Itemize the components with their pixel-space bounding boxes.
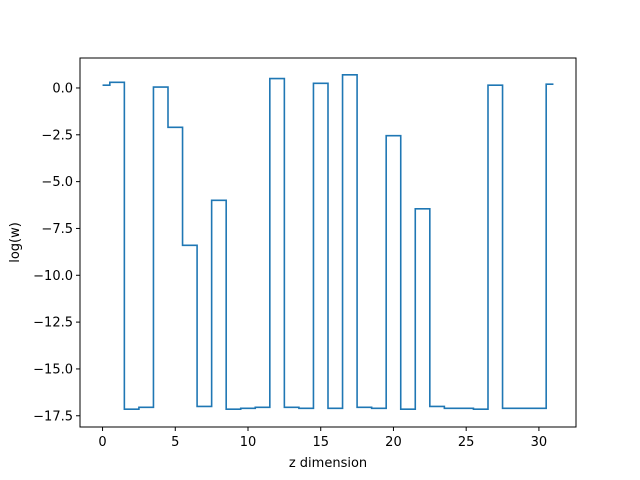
- x-axis-label: z dimension: [289, 456, 367, 471]
- y-tick-label: 0.0: [52, 81, 73, 96]
- y-tick-label: −15.0: [33, 362, 73, 377]
- y-axis: 0.0 −2.5 −5.0 −7.5 −10.0 −12.5 −15.0 −17.5: [33, 81, 80, 424]
- x-tick-label: 15: [312, 435, 329, 450]
- x-axis: 0 5 10 15 20 25 30: [98, 427, 547, 450]
- y-tick-label: −12.5: [33, 316, 73, 331]
- y-axis-label: log(w): [8, 222, 23, 263]
- y-tick-label: −7.5: [41, 222, 73, 237]
- x-tick-label: 30: [531, 435, 548, 450]
- series-line-0: [102, 74, 554, 411]
- y-tick-label: −10.0: [33, 269, 73, 284]
- x-tick-label: 0: [98, 435, 106, 450]
- x-tick-label: 5: [171, 435, 179, 450]
- x-tick-label: 10: [240, 435, 257, 450]
- x-tick-label: 25: [458, 435, 475, 450]
- axes-frame: [79, 57, 577, 428]
- x-tick-label: 20: [385, 435, 402, 450]
- y-tick-label: −5.0: [41, 175, 73, 190]
- plot-area: [102, 74, 554, 411]
- y-tick-label: −2.5: [41, 128, 73, 143]
- y-tick-label: −17.5: [33, 409, 73, 424]
